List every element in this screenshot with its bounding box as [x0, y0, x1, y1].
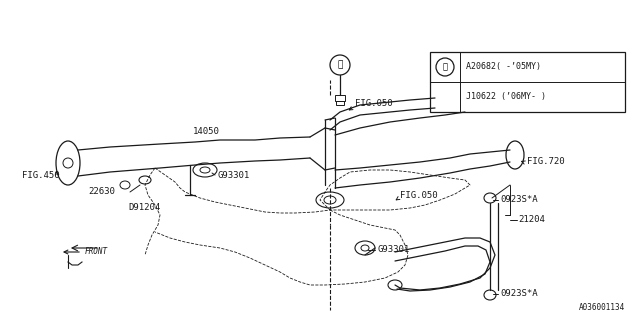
- Text: A036001134: A036001134: [579, 303, 625, 312]
- Ellipse shape: [436, 58, 454, 76]
- Text: ①: ①: [337, 60, 342, 69]
- Text: FRONT: FRONT: [85, 247, 108, 257]
- Text: A20682( -’05MY): A20682( -’05MY): [466, 62, 541, 71]
- Text: J10622 (’06MY- ): J10622 (’06MY- ): [466, 92, 546, 101]
- Text: 0923S*A: 0923S*A: [500, 196, 538, 204]
- Text: FIG.450: FIG.450: [22, 171, 60, 180]
- Text: 21204: 21204: [518, 215, 545, 225]
- Bar: [430, 52, 625, 112]
- Bar: [335, 95, 345, 101]
- Text: G93301: G93301: [378, 245, 410, 254]
- Text: D91204: D91204: [128, 203, 160, 212]
- Text: FIG.050: FIG.050: [400, 190, 438, 199]
- Text: 22630: 22630: [88, 188, 115, 196]
- Text: FIG.720: FIG.720: [527, 157, 564, 166]
- Text: 14050: 14050: [193, 127, 220, 137]
- Text: FIG.050: FIG.050: [355, 99, 392, 108]
- Text: 0923S*A: 0923S*A: [500, 290, 538, 299]
- Text: ①: ①: [442, 62, 447, 71]
- Text: G93301: G93301: [218, 171, 250, 180]
- Ellipse shape: [330, 55, 350, 75]
- Bar: [336, 101, 344, 105]
